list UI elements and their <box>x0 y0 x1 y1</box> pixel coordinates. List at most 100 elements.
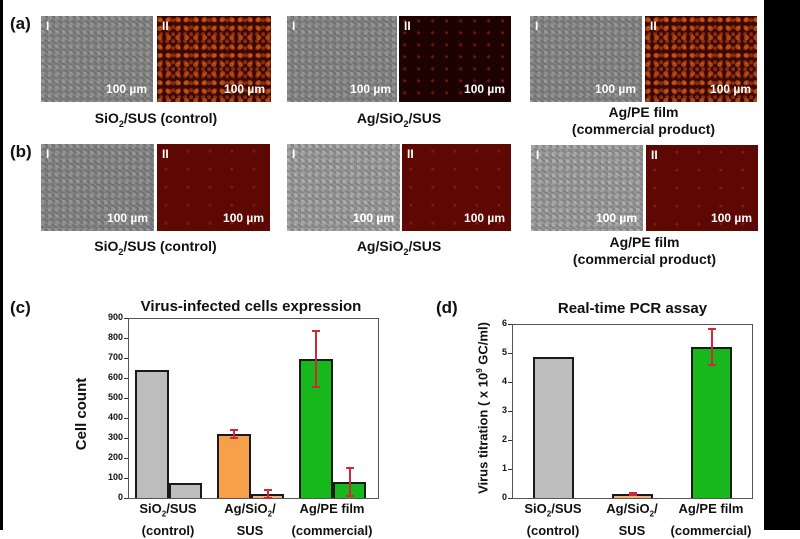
y-tick-mark <box>508 440 512 441</box>
fluorescence-image: II 100 µm <box>157 144 270 231</box>
bar <box>691 347 732 498</box>
y-tick-label: 900 <box>107 312 123 322</box>
brightfield-image: I 100 µm <box>41 144 154 231</box>
scale-bar-label: 100 µm <box>711 211 752 225</box>
y-tick-mark <box>508 382 512 383</box>
bar <box>217 434 251 498</box>
chart-title: Virus-infected cells expression <box>140 298 362 315</box>
y-tick-label: 5 <box>501 347 507 357</box>
sample-caption: SiO2/SUS (control) <box>94 238 217 257</box>
y-tick-label: 300 <box>107 432 123 442</box>
error-bar <box>266 490 269 498</box>
sample-caption: Ag/SiO2/SUS <box>356 110 442 129</box>
y-tick-mark <box>508 498 512 499</box>
left-border <box>0 0 3 530</box>
image-label: II <box>404 19 411 33</box>
y-tick-label: 600 <box>107 372 123 382</box>
error-bar-cap <box>263 497 272 499</box>
panel-label-b: (b) <box>10 142 32 161</box>
brightfield-image: I 100 µm <box>287 16 397 102</box>
sample-caption: Ag/PE film (commercial product) <box>571 104 716 137</box>
error-bar-cap <box>312 330 320 332</box>
y-tick-label: 0 <box>501 492 507 502</box>
y-tick-label: 100 <box>107 472 123 482</box>
y-tick-mark <box>124 378 128 379</box>
y-tick-mark <box>508 353 512 354</box>
error-bar-cap <box>628 491 637 494</box>
error-bar-cap <box>628 493 637 496</box>
y-tick-mark <box>124 358 128 359</box>
y-tick-mark <box>124 478 128 479</box>
sample-caption: SiO2/SUS (control) <box>94 110 218 129</box>
y-axis-label: Cell count <box>73 377 90 451</box>
y-tick-mark <box>124 398 128 399</box>
y-tick-label: 2 <box>501 434 507 444</box>
y-tick-mark <box>508 469 512 470</box>
bar <box>135 370 169 498</box>
scale-bar-label: 100 µm <box>106 82 147 96</box>
x-category-label: Ag/PE film (commercial) <box>670 501 752 538</box>
sample-caption: Ag/SiO2/SUS <box>356 238 442 257</box>
error-bar <box>710 329 713 366</box>
fluorescence-image: II 100 µm <box>646 145 758 231</box>
y-tick-label: 400 <box>107 412 123 422</box>
image-label: I <box>535 19 539 33</box>
y-tick-label: 1 <box>501 463 507 473</box>
error-bar-cap <box>230 437 238 439</box>
plot-area <box>512 324 753 499</box>
error-bar-cap <box>707 364 716 367</box>
brightfield-image: I 100 µm <box>287 144 400 231</box>
error-bar <box>348 468 351 496</box>
y-tick-label: 800 <box>107 332 123 342</box>
scale-bar-label: 100 µm <box>464 211 505 225</box>
y-tick-mark <box>124 318 128 319</box>
error-bar-cap <box>707 328 716 331</box>
y-tick-mark <box>508 411 512 412</box>
image-label: I <box>536 148 540 162</box>
scale-bar-label: 100 µm <box>353 211 394 225</box>
y-tick-mark <box>124 438 128 439</box>
sample-caption: Ag/PE film (commercial product) <box>572 234 717 267</box>
y-tick-label: 500 <box>107 392 123 402</box>
scale-bar-label: 100 µm <box>596 211 637 225</box>
scale-bar-label: 100 µm <box>595 82 636 96</box>
y-tick-mark <box>124 338 128 339</box>
x-category-label: Ag/PE film (commercial) <box>291 501 373 538</box>
y-tick-label: 6 <box>501 318 507 328</box>
bar <box>169 483 202 498</box>
plot-area <box>128 318 379 499</box>
fluorescence-image: II 100 µm <box>399 16 511 102</box>
error-bar <box>233 430 235 438</box>
scale-bar-label: 100 µm <box>107 211 148 225</box>
scale-bar-label: 100 µm <box>710 82 751 96</box>
panel-label-d: (d) <box>436 298 458 317</box>
y-tick-label: 200 <box>107 452 123 462</box>
error-bar-cap <box>312 386 320 388</box>
image-label: I <box>292 19 296 33</box>
error-bar-cap <box>345 467 354 469</box>
fluorescence-image: II 100 µm <box>645 16 757 102</box>
panel-label-c: (c) <box>10 298 31 317</box>
y-tick-label: 700 <box>107 352 123 362</box>
right-border <box>764 0 800 530</box>
y-tick-label: 4 <box>501 376 507 386</box>
y-tick-mark <box>124 498 128 499</box>
scale-bar-label: 100 µm <box>464 82 505 96</box>
y-tick-mark <box>124 458 128 459</box>
brightfield-image: I 100 µm <box>41 16 153 102</box>
image-label: II <box>650 19 657 33</box>
brightfield-image: I 100 µm <box>530 16 642 102</box>
image-label: II <box>162 147 169 161</box>
error-bar-cap <box>263 489 272 491</box>
error-bar-cap <box>230 429 238 431</box>
image-label: II <box>162 19 169 33</box>
image-label: II <box>407 147 414 161</box>
fluorescence-image: II 100 µm <box>157 16 271 102</box>
panel-label-a: (a) <box>10 14 31 33</box>
scale-bar-label: 100 µm <box>350 82 391 96</box>
scale-bar-label: 100 µm <box>223 211 264 225</box>
error-bar <box>315 331 317 387</box>
y-tick-mark <box>508 324 512 325</box>
image-label: I <box>46 19 50 33</box>
brightfield-image: I 100 µm <box>531 145 643 231</box>
